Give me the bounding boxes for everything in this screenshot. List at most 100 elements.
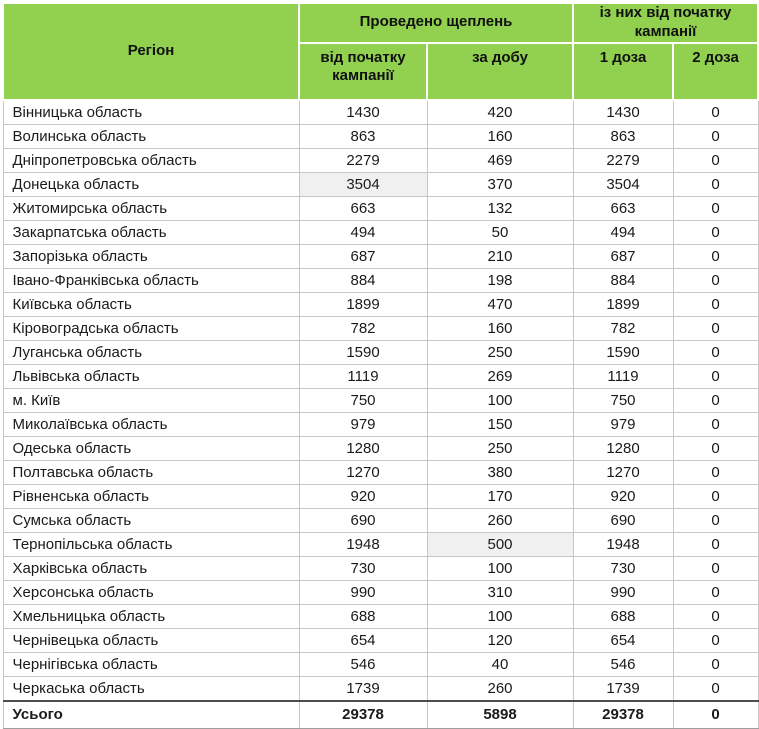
value-cell: 1590 xyxy=(298,339,428,365)
value-cell: 160 xyxy=(426,315,574,341)
region-cell: Львівська область xyxy=(2,363,300,389)
value-cell: 0 xyxy=(672,123,759,149)
region-cell: Івано-Франківська область xyxy=(2,267,300,293)
value-cell: 1270 xyxy=(298,459,428,485)
value-cell: 690 xyxy=(572,507,674,533)
table-row: Волинська область 863 160 863 0 xyxy=(2,123,759,149)
value-cell: 0 xyxy=(672,267,759,293)
value-cell: 0 xyxy=(672,651,759,677)
value-cell: 469 xyxy=(426,147,574,173)
value-cell: 470 xyxy=(426,291,574,317)
value-cell: 0 xyxy=(672,675,759,701)
value-cell: 494 xyxy=(298,219,428,245)
value-cell: 730 xyxy=(572,555,674,581)
table-row: Миколаївська область 979 150 979 0 xyxy=(2,411,759,437)
region-cell: Тернопільська область xyxy=(2,531,300,557)
value-cell: 920 xyxy=(572,483,674,509)
value-cell: 3504 xyxy=(298,171,428,197)
value-cell: 920 xyxy=(298,483,428,509)
region-cell: Сумська область xyxy=(2,507,300,533)
value-cell: 687 xyxy=(298,243,428,269)
value-cell: 0 xyxy=(672,483,759,509)
value-cell: 654 xyxy=(298,627,428,653)
value-cell: 884 xyxy=(298,267,428,293)
value-cell: 0 xyxy=(672,459,759,485)
value-cell: 150 xyxy=(426,411,574,437)
region-cell: Рівненська область xyxy=(2,483,300,509)
value-cell: 100 xyxy=(426,555,574,581)
table-row: Чернівецька область 654 120 654 0 xyxy=(2,627,759,653)
value-cell: 750 xyxy=(298,387,428,413)
table-row: Вінницька область 1430 420 1430 0 xyxy=(2,99,759,125)
region-cell: Вінницька область xyxy=(2,99,300,125)
region-cell: Полтавська область xyxy=(2,459,300,485)
table-row: Закарпатська область 494 50 494 0 xyxy=(2,219,759,245)
value-cell: 0 xyxy=(672,627,759,653)
value-cell: 663 xyxy=(572,195,674,221)
column-group-conducted: Проведено щеплень xyxy=(298,2,574,44)
value-cell: 494 xyxy=(572,219,674,245)
value-cell: 863 xyxy=(572,123,674,149)
value-cell: 269 xyxy=(426,363,574,389)
value-cell: 2279 xyxy=(572,147,674,173)
table-row: Тернопільська область 1948 500 1948 0 xyxy=(2,531,759,557)
table-row: Херсонська область 990 310 990 0 xyxy=(2,579,759,605)
value-cell: 380 xyxy=(426,459,574,485)
column-header-dose-2: 2 доза xyxy=(672,41,759,101)
value-cell: 0 xyxy=(672,555,759,581)
value-cell: 0 xyxy=(672,171,759,197)
value-cell: 750 xyxy=(572,387,674,413)
value-cell: 979 xyxy=(572,411,674,437)
region-cell: Харківська область xyxy=(2,555,300,581)
region-cell: м. Київ xyxy=(2,387,300,413)
region-cell: Волинська область xyxy=(2,123,300,149)
value-cell: 420 xyxy=(426,99,574,125)
value-cell: 1270 xyxy=(572,459,674,485)
value-cell: 160 xyxy=(426,123,574,149)
value-cell: 0 xyxy=(672,99,759,125)
value-cell: 1430 xyxy=(298,99,428,125)
region-cell: Херсонська область xyxy=(2,579,300,605)
table-row: Чернігівська область 546 40 546 0 xyxy=(2,651,759,677)
value-cell: 0 xyxy=(672,435,759,461)
value-cell: 0 xyxy=(672,195,759,221)
value-cell: 210 xyxy=(426,243,574,269)
table-row: Запорізька область 687 210 687 0 xyxy=(2,243,759,269)
region-cell: Чернівецька область xyxy=(2,627,300,653)
value-cell: 1119 xyxy=(298,363,428,389)
value-cell: 0 xyxy=(672,387,759,413)
value-cell: 198 xyxy=(426,267,574,293)
value-cell: 1280 xyxy=(572,435,674,461)
table-row: Кіровоградська область 782 160 782 0 xyxy=(2,315,759,341)
header-group-row: Регіон Проведено щеплень із них від поча… xyxy=(2,2,759,101)
value-cell: 730 xyxy=(298,555,428,581)
value-cell: 782 xyxy=(572,315,674,341)
table-row: Львівська область 1119 269 1119 0 xyxy=(2,363,759,389)
value-cell: 260 xyxy=(426,507,574,533)
table-row: Житомирська область 663 132 663 0 xyxy=(2,195,759,221)
table-row: Дніпропетровська область 2279 469 2279 0 xyxy=(2,147,759,173)
table-row: м. Київ 750 100 750 0 xyxy=(2,387,759,413)
value-cell: 863 xyxy=(298,123,428,149)
value-cell: 100 xyxy=(426,387,574,413)
value-cell: 170 xyxy=(426,483,574,509)
value-cell: 884 xyxy=(572,267,674,293)
value-cell: 1739 xyxy=(298,675,428,701)
value-cell: 990 xyxy=(572,579,674,605)
value-cell: 0 xyxy=(672,603,759,629)
value-cell: 1899 xyxy=(572,291,674,317)
value-cell: 0 xyxy=(672,243,759,269)
column-header-region: Регіон xyxy=(2,2,300,101)
value-cell: 0 xyxy=(672,363,759,389)
region-cell: Одеська область xyxy=(2,435,300,461)
value-cell: 1590 xyxy=(572,339,674,365)
table-row: Хмельницька область 688 100 688 0 xyxy=(2,603,759,629)
table-body: Вінницька область 1430 420 1430 0 Волинська о… xyxy=(2,99,759,701)
value-cell: 250 xyxy=(426,339,574,365)
column-header-dose-1: 1 доза xyxy=(572,41,674,101)
value-cell: 0 xyxy=(672,579,759,605)
region-cell: Черкаська область xyxy=(2,675,300,701)
value-cell: 0 xyxy=(672,291,759,317)
